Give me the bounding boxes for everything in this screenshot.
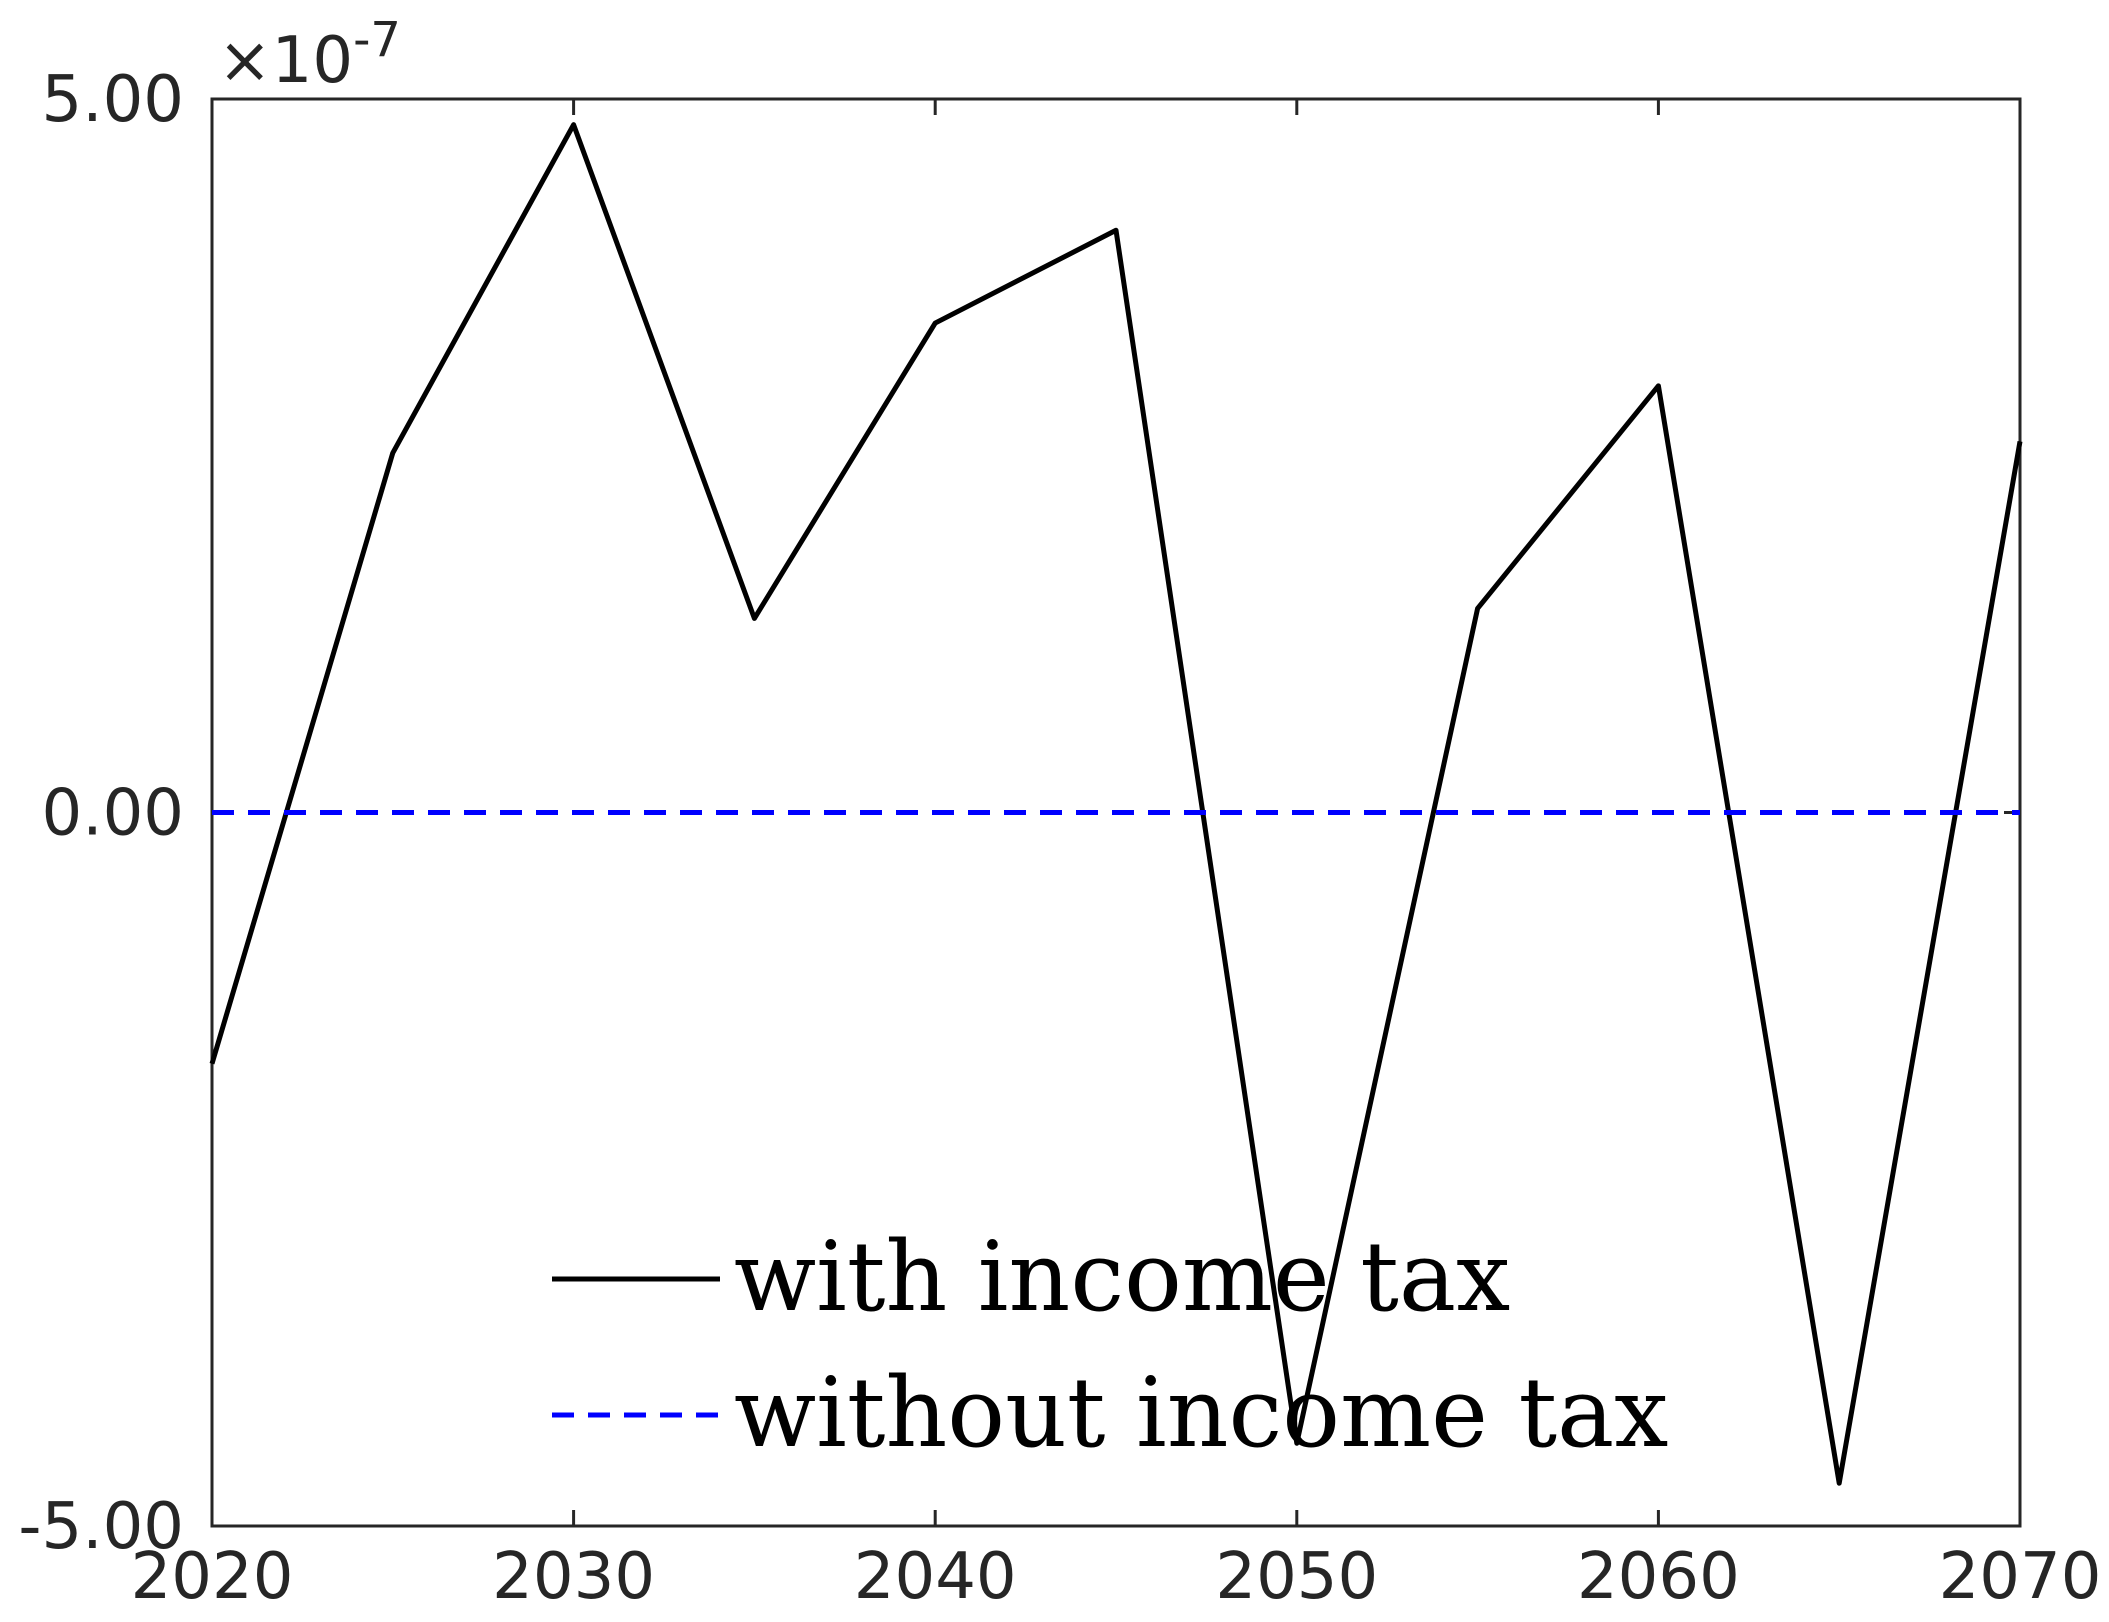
plot-area [209, 122, 2023, 1486]
x-tick-label: 2040 [854, 1540, 1017, 1614]
x-tick-label: 2020 [131, 1540, 294, 1614]
series-line-with-income-tax [209, 122, 2023, 1486]
y-exponent-base: ×10 [218, 24, 353, 98]
legend-label-without-income-tax: without income tax [734, 1357, 1668, 1469]
x-tick-label: 2070 [1939, 1540, 2102, 1614]
y-tick-label: 5.00 [42, 63, 185, 137]
y-tick-label: -5.00 [18, 1490, 184, 1564]
y-tick-label: 0.00 [42, 777, 185, 851]
x-tick-label: 2060 [1577, 1540, 1740, 1614]
y-exponent-power: -7 [353, 12, 401, 68]
legend-label-with-income-tax: with income tax [734, 1221, 1510, 1333]
x-tick-label: 2050 [1215, 1540, 1378, 1614]
y-exponent-label: ×10-7 [218, 12, 401, 98]
x-tick-label: 2030 [492, 1540, 655, 1614]
axis-tick-labels: 2020 2030 2040 2050 2060 2070 -5.00 0.00 5.00 [18, 63, 2101, 1614]
legend: with income tax without income tax [552, 1221, 1668, 1469]
